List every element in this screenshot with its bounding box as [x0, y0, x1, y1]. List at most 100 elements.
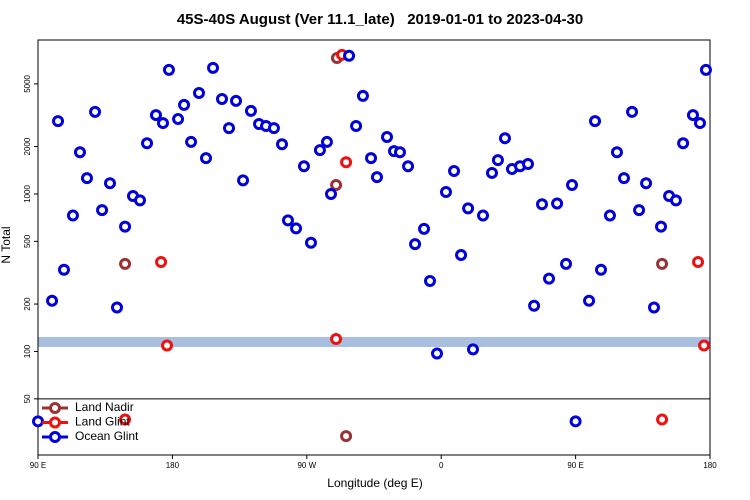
point [380, 131, 393, 144]
point [155, 255, 168, 268]
point [66, 209, 79, 222]
point [431, 347, 444, 360]
point [340, 430, 353, 443]
point [324, 187, 337, 200]
point [119, 257, 132, 270]
point [686, 109, 699, 122]
point [237, 174, 250, 187]
x-tick-label: 180 [166, 461, 180, 470]
y-axis-label: N Total [0, 226, 13, 263]
point [569, 415, 582, 428]
point [119, 413, 132, 426]
point [110, 301, 123, 314]
point [370, 171, 383, 184]
point [281, 214, 294, 227]
legend-marker [49, 431, 61, 443]
point [222, 122, 235, 135]
point [178, 98, 191, 111]
point [161, 339, 174, 352]
legend-marker [49, 402, 61, 414]
point [656, 257, 669, 270]
point [462, 202, 475, 215]
point [551, 197, 564, 210]
y-tick-label: 2000 [23, 137, 32, 155]
y-tick-label: 200 [23, 297, 32, 311]
point [230, 94, 243, 107]
chart-title: 45S-40S August (Ver 11.1_late) 2019-01-0… [177, 11, 583, 28]
point [356, 89, 369, 102]
point [207, 61, 220, 74]
point [162, 63, 175, 76]
point [350, 120, 363, 133]
point [149, 109, 162, 122]
point [699, 63, 712, 76]
point [594, 263, 607, 276]
x-tick-label: 90 W [297, 461, 316, 470]
point [633, 204, 646, 217]
point [409, 238, 422, 251]
point [448, 164, 461, 177]
point [89, 105, 102, 118]
point [583, 294, 596, 307]
point [669, 194, 682, 207]
point [330, 179, 343, 192]
point [313, 144, 326, 157]
point [536, 198, 548, 211]
legend-label: Land Glint [75, 415, 130, 429]
point [267, 122, 280, 135]
point [692, 255, 705, 268]
x-tick-label: 180 [703, 461, 717, 470]
y-tick-label: 5000 [23, 74, 32, 92]
point [103, 177, 116, 190]
legend-marker [49, 416, 61, 429]
point [80, 172, 93, 185]
point [46, 294, 59, 307]
point [491, 154, 504, 167]
point [343, 49, 356, 62]
point [133, 194, 146, 207]
y-tick-label: 1000 [23, 185, 32, 203]
point [141, 137, 154, 150]
point [73, 146, 86, 159]
point [185, 135, 198, 148]
legend-label: Ocean Glint [75, 429, 139, 443]
point [215, 92, 228, 105]
point [320, 135, 333, 148]
coverage-band [38, 337, 710, 347]
point [424, 275, 436, 288]
point [172, 113, 185, 126]
point [566, 179, 579, 192]
x-tick-label: 90 E [567, 461, 583, 470]
point [200, 152, 212, 165]
point [119, 220, 132, 233]
x-axis-label: Longitude (deg E) [327, 476, 422, 490]
point [656, 413, 669, 426]
point [698, 339, 711, 352]
point [485, 166, 498, 179]
point [96, 204, 109, 217]
point [276, 138, 289, 151]
point [297, 160, 310, 173]
point [57, 263, 70, 276]
point [617, 172, 630, 185]
point [330, 332, 343, 345]
x-tick-label: 0 [439, 461, 444, 470]
point [455, 248, 468, 261]
point [560, 257, 573, 270]
y-tick-label: 50 [23, 394, 32, 403]
point [244, 104, 257, 117]
point [589, 115, 602, 128]
point [603, 209, 616, 222]
point [655, 220, 668, 233]
point [290, 222, 303, 235]
point [418, 222, 431, 235]
point [521, 157, 534, 170]
point [32, 415, 44, 428]
point [626, 105, 639, 118]
point [640, 177, 653, 190]
point [477, 209, 490, 222]
point [402, 160, 415, 173]
legend-label: Land Nadir [75, 400, 134, 414]
point [304, 236, 317, 249]
